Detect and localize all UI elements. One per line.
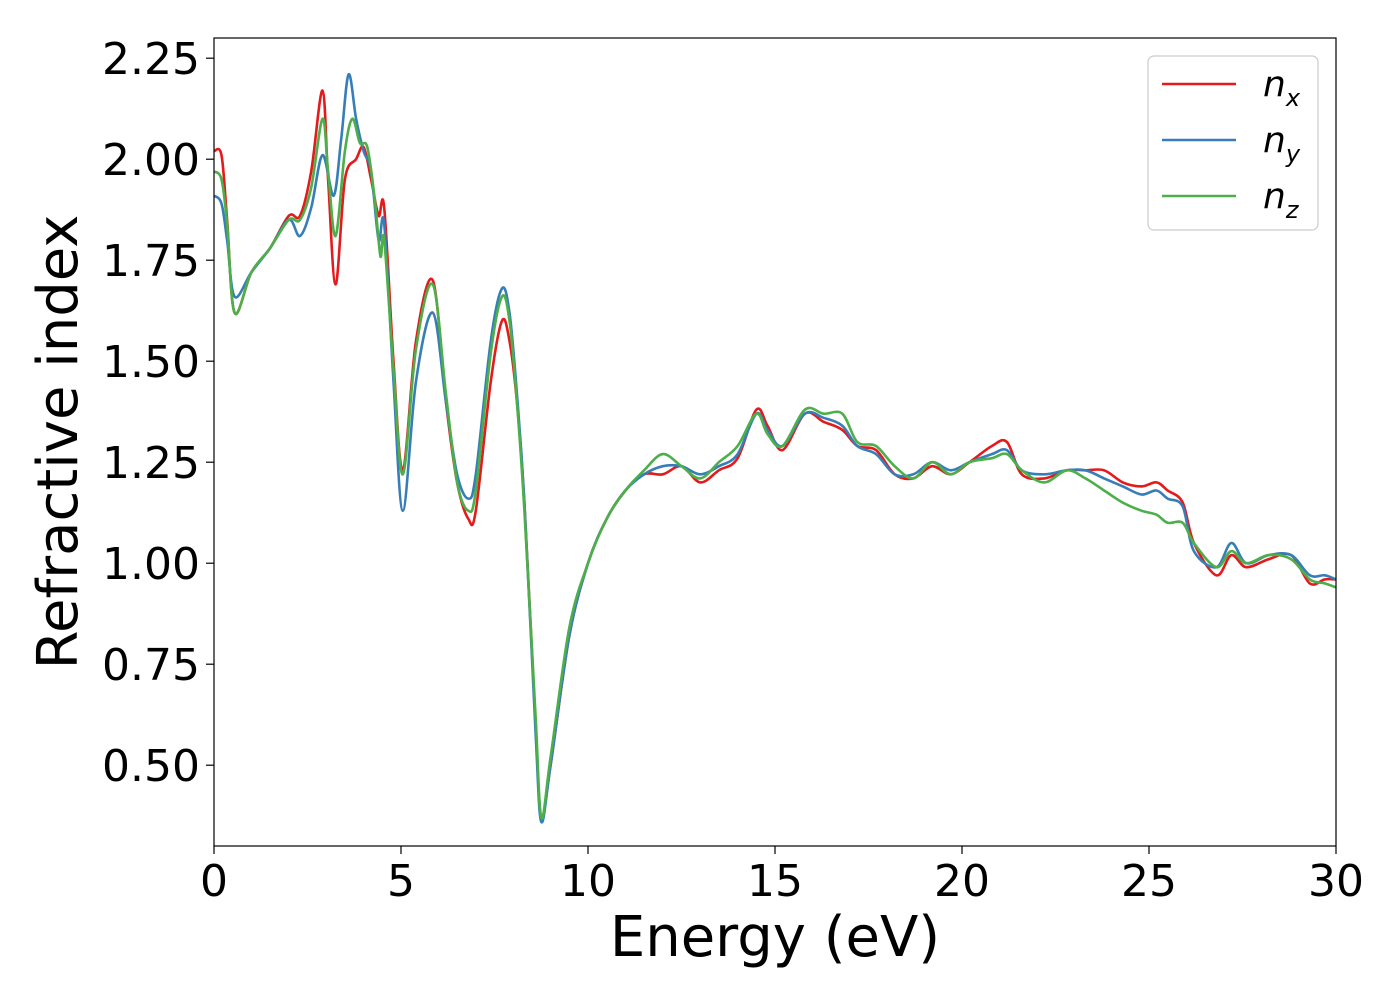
series-layer	[214, 73, 1336, 824]
legend-label-sub: y	[1285, 140, 1301, 168]
x-tick-label: 10	[560, 856, 616, 907]
y-tick-label: 1.75	[102, 236, 200, 287]
x-tick-label: 15	[747, 856, 803, 907]
legend-label-main: n	[1263, 176, 1286, 217]
y-tick-label: 1.25	[102, 438, 200, 489]
y-tick-label: 0.50	[102, 741, 200, 792]
x-tick-label: 30	[1308, 856, 1364, 907]
series-line-z	[214, 117, 1336, 820]
y-tick-label: 1.50	[102, 337, 200, 388]
x-tick-label: 20	[934, 856, 990, 907]
y-tick-label: 2.25	[102, 34, 200, 85]
legend-label-sub: z	[1285, 196, 1300, 224]
x-tick-label: 5	[387, 856, 415, 907]
legend-label-x: nx	[1263, 64, 1301, 112]
legend-label-sub: x	[1285, 84, 1301, 112]
x-axis-ticks: 0 5 10 15 20 25 30	[200, 846, 1364, 907]
legend-label-main: n	[1263, 64, 1286, 105]
x-tick-label: 25	[1121, 856, 1177, 907]
y-tick-label: 0.75	[102, 640, 200, 691]
legend-label-y: ny	[1263, 120, 1301, 168]
y-axis-ticks: 0.50 0.75 1.00 1.25 1.50 1.75 2.00 2.25	[102, 34, 214, 792]
x-tick-label: 0	[200, 856, 228, 907]
legend-label-main: n	[1263, 120, 1286, 161]
y-tick-label: 2.00	[102, 135, 200, 186]
legend-label-z: nz	[1263, 176, 1300, 224]
y-tick-label: 1.00	[102, 539, 200, 590]
y-axis-label: Refractive index	[26, 215, 91, 670]
x-axis-label: Energy (eV)	[610, 905, 940, 970]
legend-box	[1147, 55, 1319, 231]
